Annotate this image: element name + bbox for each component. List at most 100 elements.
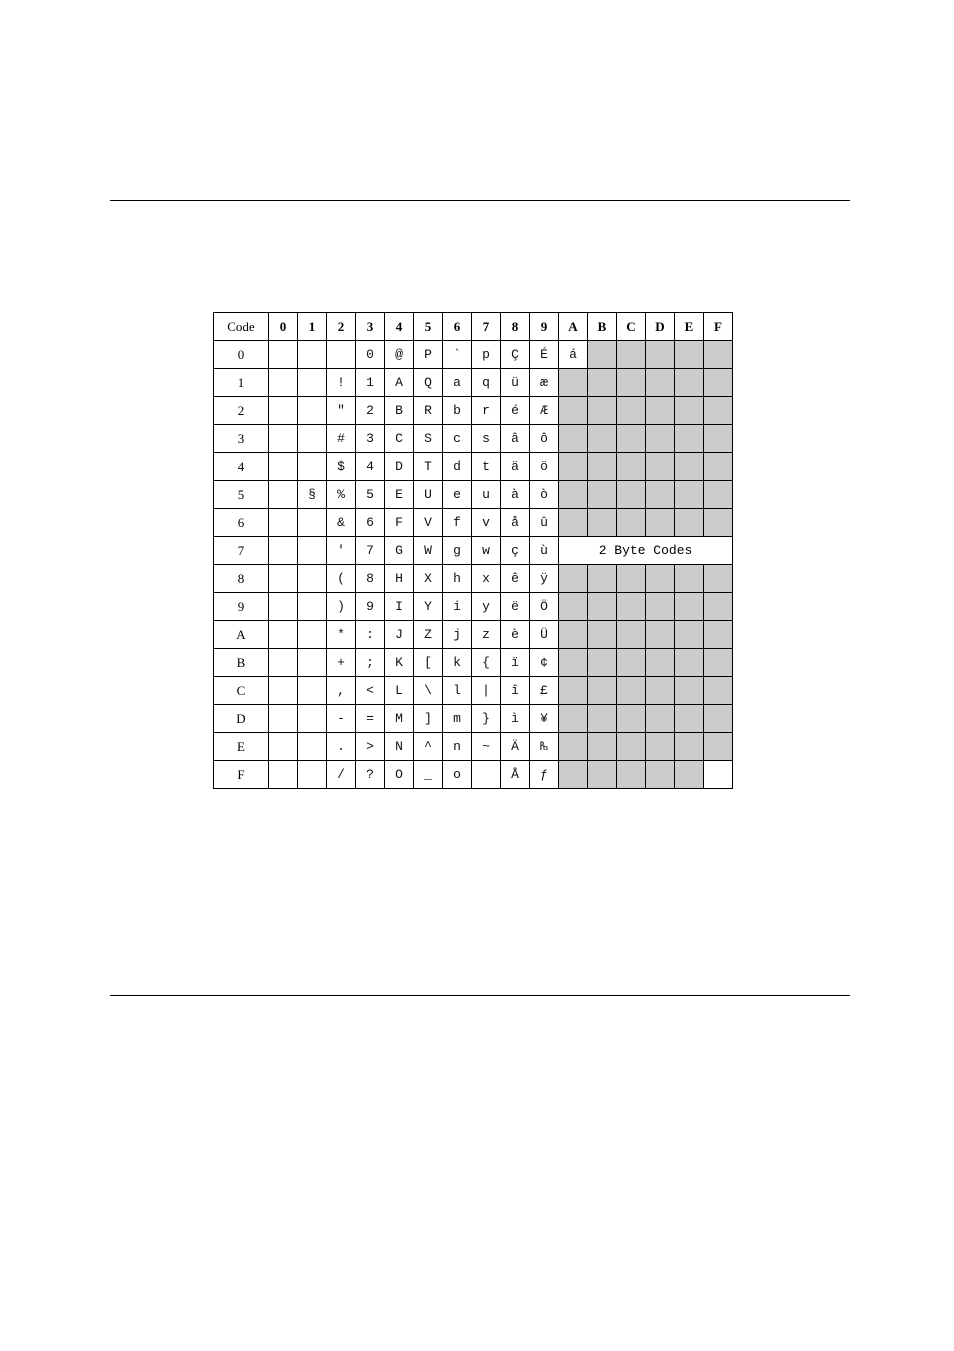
cell-shaded — [646, 761, 675, 789]
cell: ê — [501, 565, 530, 593]
cell: R — [414, 397, 443, 425]
row-header: A — [214, 621, 269, 649]
col-header: 0 — [269, 313, 298, 341]
cell: 7 — [356, 537, 385, 565]
cell-shaded — [646, 733, 675, 761]
cell-shaded — [588, 649, 617, 677]
cell-shaded — [617, 341, 646, 369]
cell: w — [472, 537, 501, 565]
cell: £ — [530, 677, 559, 705]
cell: v — [472, 509, 501, 537]
cell-shaded — [646, 705, 675, 733]
table-row: 4 $ 4 D T d t ä ö — [214, 453, 733, 481]
cell: s — [472, 425, 501, 453]
cell-shaded — [704, 341, 733, 369]
cell — [269, 425, 298, 453]
row-header: B — [214, 649, 269, 677]
cell: d — [443, 453, 472, 481]
cell-shaded — [559, 677, 588, 705]
cell — [327, 341, 356, 369]
cell-shaded — [617, 425, 646, 453]
row-header: E — [214, 733, 269, 761]
cell-shaded — [559, 621, 588, 649]
cell: - — [327, 705, 356, 733]
cell-shaded — [588, 677, 617, 705]
cell-shaded — [675, 509, 704, 537]
cell: 8 — [356, 565, 385, 593]
col-header: 5 — [414, 313, 443, 341]
cell: o — [443, 761, 472, 789]
cell: 0 — [356, 341, 385, 369]
cell: , — [327, 677, 356, 705]
cell: Ä — [501, 733, 530, 761]
cell-shaded — [617, 705, 646, 733]
cell: & — [327, 509, 356, 537]
row-header: 4 — [214, 453, 269, 481]
col-header: 4 — [385, 313, 414, 341]
corner-label: Code — [214, 313, 269, 341]
cell-shaded — [588, 705, 617, 733]
cell: c — [443, 425, 472, 453]
col-header: 8 — [501, 313, 530, 341]
cell: ù — [530, 537, 559, 565]
cell: è — [501, 621, 530, 649]
cell: k — [443, 649, 472, 677]
cell: æ — [530, 369, 559, 397]
cell-shaded — [646, 593, 675, 621]
cell-shaded — [559, 397, 588, 425]
table-row: E . > N ^ n ~ Ä ₧ — [214, 733, 733, 761]
cell: @ — [385, 341, 414, 369]
cell: ~ — [472, 733, 501, 761]
cell-shaded — [559, 733, 588, 761]
document-page: Code 0 1 2 3 4 5 6 7 8 9 A B C D E F — [0, 0, 954, 1351]
cell: Z — [414, 621, 443, 649]
cell: O — [385, 761, 414, 789]
cell: á — [559, 341, 588, 369]
cell-shaded — [617, 369, 646, 397]
cell: Å — [501, 761, 530, 789]
cell-shaded — [559, 453, 588, 481]
cell-shaded — [646, 397, 675, 425]
cell: 1 — [356, 369, 385, 397]
cell: a — [443, 369, 472, 397]
cell: 4 — [356, 453, 385, 481]
table-row: C , < L \ l | î £ — [214, 677, 733, 705]
cell — [269, 509, 298, 537]
table-row: 2 " 2 B R b r é Æ — [214, 397, 733, 425]
code-table: Code 0 1 2 3 4 5 6 7 8 9 A B C D E F — [213, 312, 733, 789]
bottom-rule — [110, 995, 850, 996]
cell-shaded — [588, 621, 617, 649]
cell-shaded — [704, 397, 733, 425]
cell: u — [472, 481, 501, 509]
cell: ü — [501, 369, 530, 397]
cell: ƒ — [530, 761, 559, 789]
cell-shaded — [675, 565, 704, 593]
cell: ( — [327, 565, 356, 593]
cell-shaded — [646, 677, 675, 705]
cell — [269, 537, 298, 565]
table-row: 9 ) 9 I Y i y ë Ö — [214, 593, 733, 621]
cell-shaded — [559, 369, 588, 397]
cell: ÿ — [530, 565, 559, 593]
cell-shaded — [675, 621, 704, 649]
cell-shaded — [704, 481, 733, 509]
cell: H — [385, 565, 414, 593]
cell-shaded — [675, 593, 704, 621]
cell: û — [530, 509, 559, 537]
cell — [269, 705, 298, 733]
row-header: F — [214, 761, 269, 789]
cell — [298, 397, 327, 425]
cell-shaded — [559, 649, 588, 677]
cell: N — [385, 733, 414, 761]
row-header: 6 — [214, 509, 269, 537]
cell-shaded — [617, 649, 646, 677]
col-header: B — [588, 313, 617, 341]
cell: I — [385, 593, 414, 621]
cell — [298, 537, 327, 565]
cell-shaded — [675, 481, 704, 509]
cell: à — [501, 481, 530, 509]
col-header: C — [617, 313, 646, 341]
cell: ä — [501, 453, 530, 481]
cell: ¥ — [530, 705, 559, 733]
top-rule — [110, 200, 850, 201]
